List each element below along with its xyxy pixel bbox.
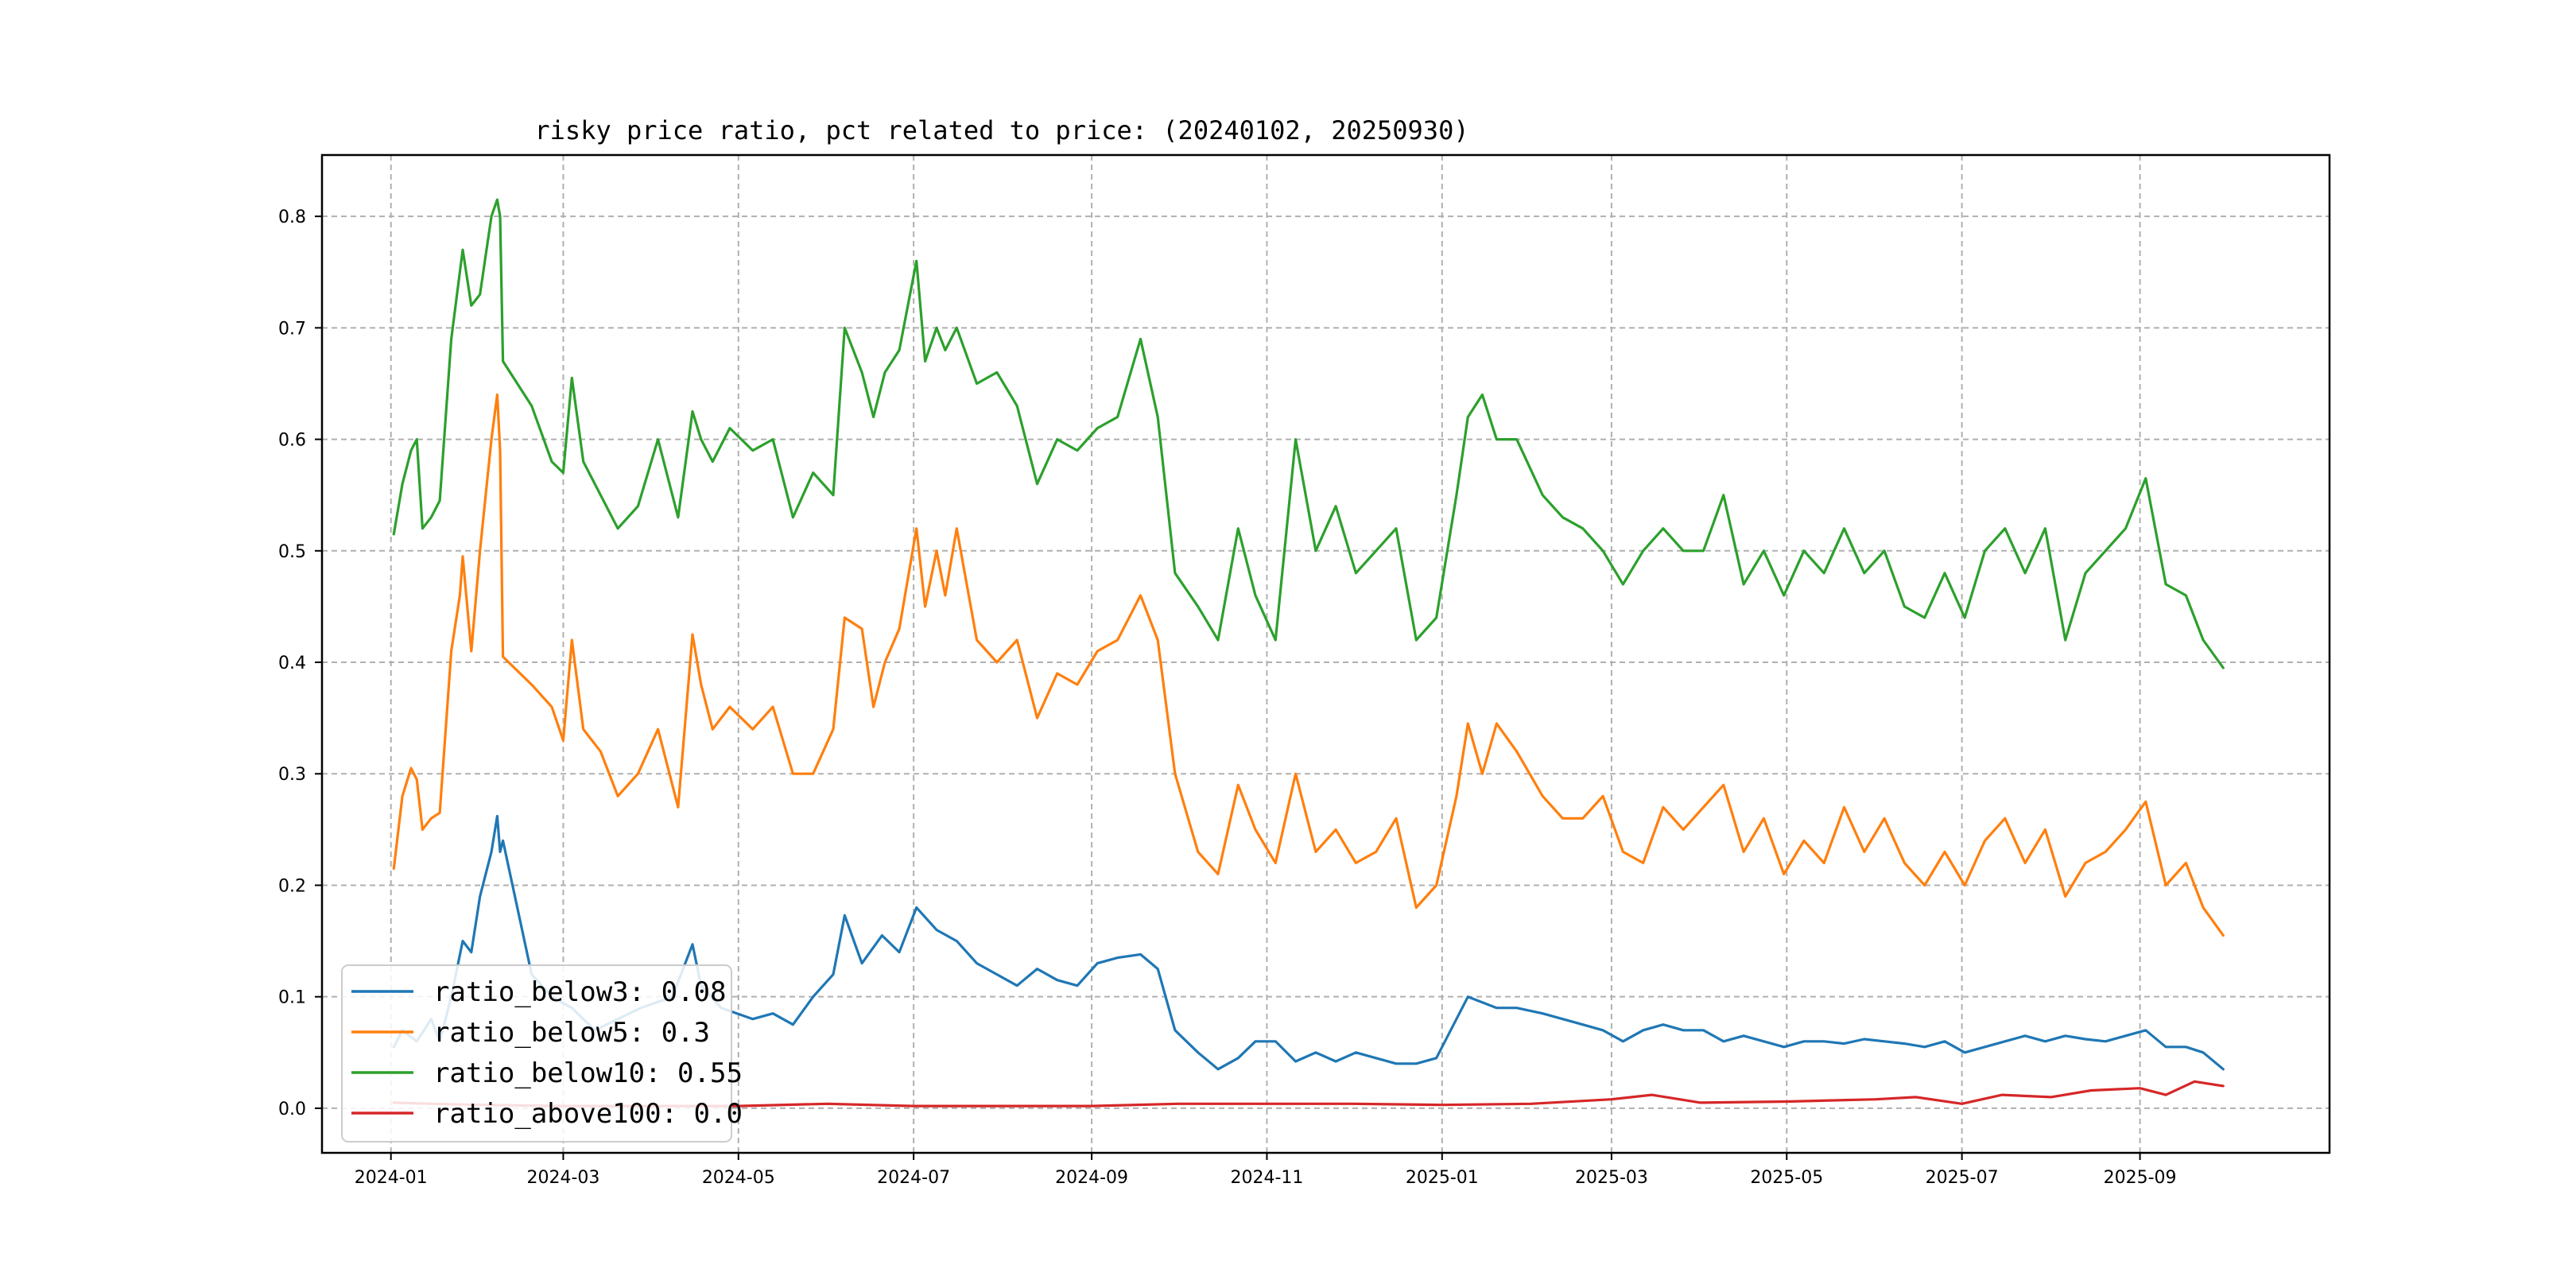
legend-box — [341, 964, 732, 1143]
chart-title: risky price ratio, pct related to price:… — [534, 115, 1468, 145]
y-tick-label: 0.3 — [278, 765, 306, 785]
y-tick-label: 0.2 — [278, 876, 306, 896]
axis-ticks: 2024-01 2024-03 2024-05 2024-07 2024-09 2024-… — [278, 208, 2177, 1188]
y-tick-label: 0.1 — [278, 988, 306, 1008]
x-tick-label: 2025-07 — [1926, 1168, 1999, 1188]
series-line-ratio_below10 — [392, 198, 2225, 669]
x-tick-label: 2025-09 — [2104, 1168, 2177, 1188]
x-tick-label: 2024-11 — [1230, 1168, 1303, 1188]
x-tick-label: 2024-09 — [1055, 1168, 1128, 1188]
x-tick-label: 2024-07 — [877, 1168, 950, 1188]
x-tick-label: 2025-01 — [1406, 1168, 1479, 1188]
grid — [322, 155, 2330, 1153]
plot-frame — [320, 153, 2331, 1154]
x-tick-label: 2024-03 — [526, 1168, 599, 1188]
y-tick-label: 0.6 — [278, 431, 306, 451]
x-tick-label: 2025-05 — [1750, 1168, 1823, 1188]
legend-label-ratio_below3: ratio_below3: 0.08 — [433, 976, 726, 1008]
x-tick-label: 2024-05 — [702, 1168, 775, 1188]
x-tick-label: 2024-01 — [355, 1168, 428, 1188]
legend: ratio_below3: 0.08 ratio_below5: 0.3 ratio… — [341, 964, 743, 1143]
y-tick-label: 0.0 — [278, 1100, 306, 1119]
y-tick-label: 0.4 — [278, 654, 306, 673]
legend-label-ratio_below10: ratio_below10: 0.55 — [433, 1057, 743, 1089]
legend-label-ratio_below5: ratio_below5: 0.3 — [433, 1017, 710, 1049]
legend-label-ratio_above100: ratio_above100: 0.0 — [433, 1098, 743, 1130]
x-tick-label: 2025-03 — [1575, 1168, 1648, 1188]
y-tick-label: 0.5 — [278, 542, 306, 562]
y-tick-label: 0.7 — [278, 319, 306, 339]
y-tick-label: 0.8 — [278, 208, 306, 227]
series-line-ratio_below5 — [392, 393, 2225, 937]
